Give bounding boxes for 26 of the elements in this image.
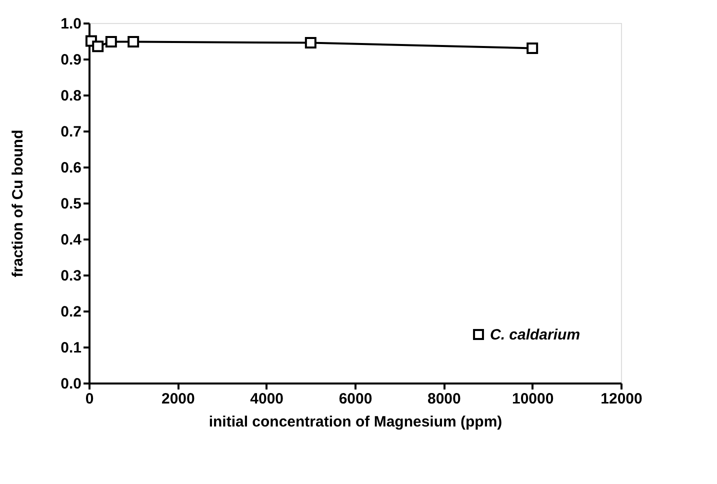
x-tick-label: 10000 — [512, 390, 554, 408]
legend-label: C. caldarium — [490, 326, 580, 344]
x-axis-title: initial concentration of Magnesium (ppm) — [208, 414, 502, 430]
point — [128, 36, 140, 48]
point — [92, 40, 104, 52]
point — [105, 36, 117, 48]
x-tick-label: 0 — [85, 390, 94, 408]
x-tick-label: 2000 — [161, 390, 195, 408]
y-tick-label: 0.0 — [60, 376, 82, 392]
x-tick-label: 12000 — [600, 390, 642, 408]
point — [526, 42, 538, 54]
y-tick-label: 0.5 — [60, 196, 82, 212]
y-tick-label: 0.1 — [60, 340, 82, 356]
y-tick-label: 0.6 — [60, 160, 82, 176]
y-tick-label: 0.4 — [60, 232, 82, 248]
x-tick-label: 8000 — [427, 390, 461, 408]
y-tick-label: 0.8 — [60, 88, 82, 104]
x-tick-label: 4000 — [250, 390, 284, 408]
y-tick-label: 0.9 — [60, 52, 82, 68]
point — [304, 37, 316, 49]
y-tick-label: 0.7 — [60, 124, 82, 140]
x-tick-label: 6000 — [338, 390, 372, 408]
y-tick-label: 0.2 — [60, 304, 82, 320]
y-axis-title: fraction of Cu bound — [10, 130, 27, 278]
y-tick-label: 0.3 — [60, 268, 82, 284]
y-tick-label: 1.0 — [60, 16, 82, 32]
